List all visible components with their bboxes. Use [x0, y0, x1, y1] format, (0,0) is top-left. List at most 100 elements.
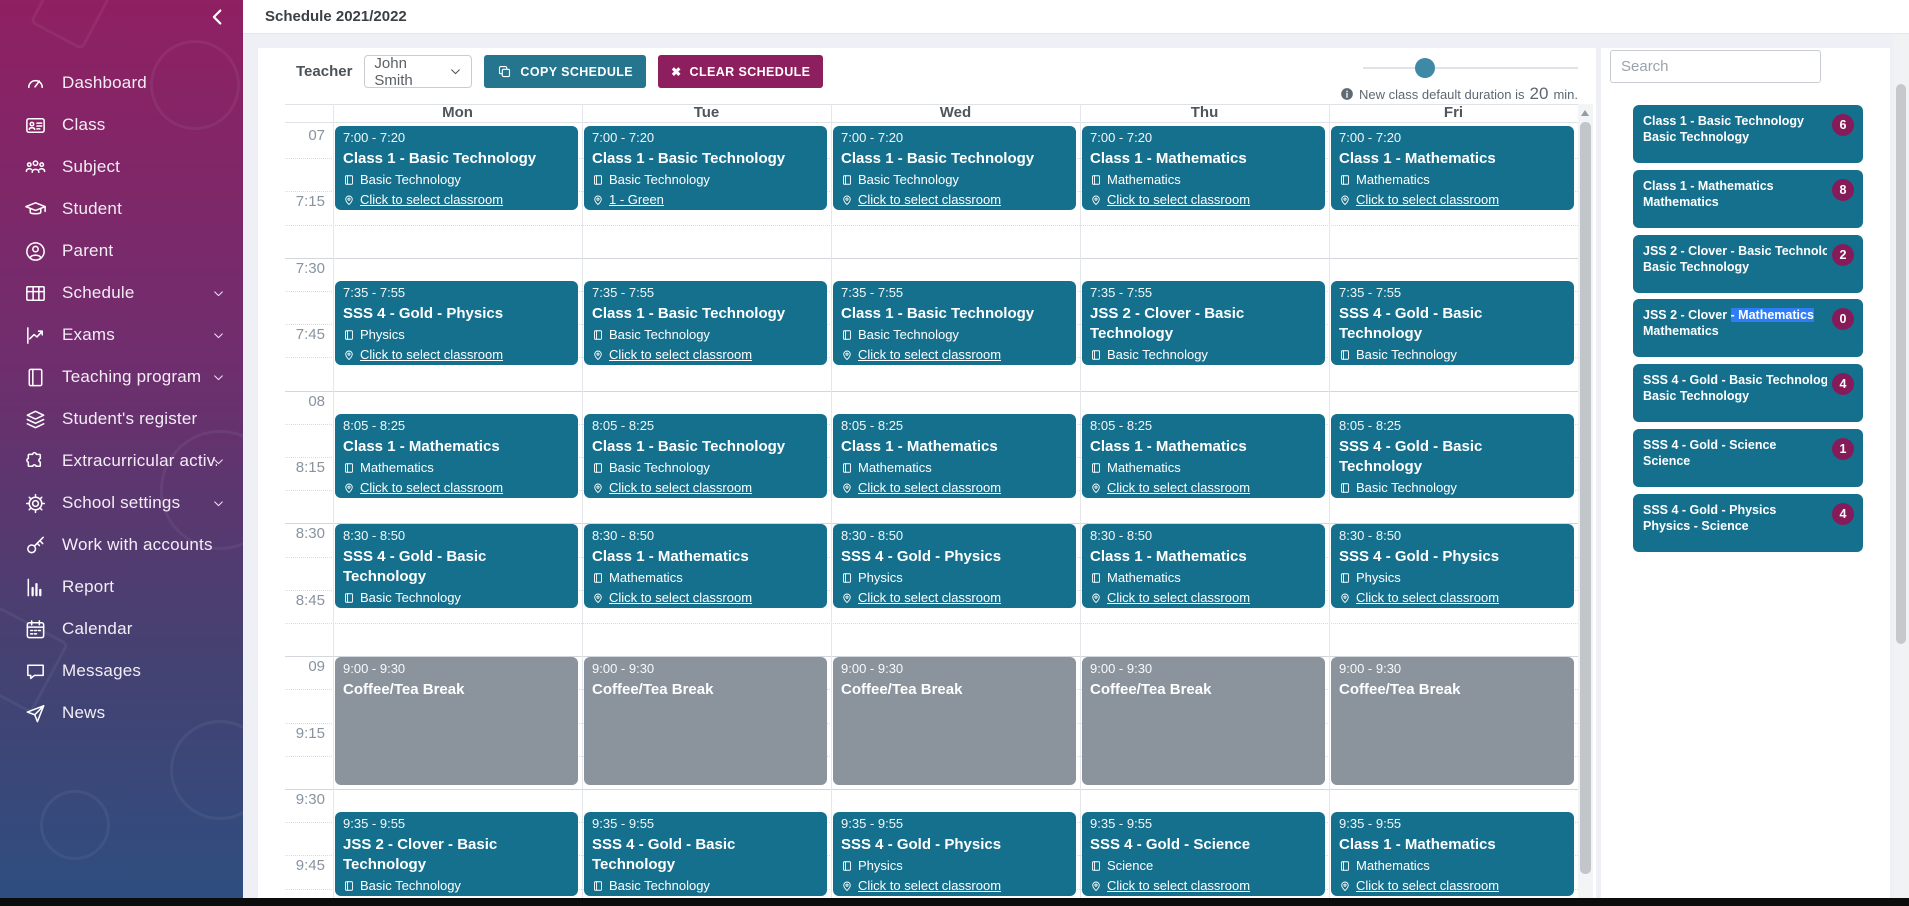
- classroom-link[interactable]: Click to select classroom: [1090, 479, 1317, 497]
- page-scrollbar[interactable]: [1893, 34, 1909, 898]
- event-card[interactable]: 7:00 - 7:20 Class 1 - Basic Technology Bas…: [833, 126, 1076, 210]
- event-card[interactable]: 7:00 - 7:20 Class 1 - Basic Technology Bas…: [584, 126, 827, 210]
- event-card[interactable]: 8:05 - 8:25 SSS 4 - Gold - Basic Technolo…: [1331, 414, 1574, 498]
- sidebar-item-messages[interactable]: Messages: [0, 650, 243, 692]
- event-card[interactable]: 7:35 - 7:55 SSS 4 - Gold - Physics Physics…: [335, 281, 578, 365]
- event-card[interactable]: 8:30 - 8:50 SSS 4 - Gold - Basic Technolo…: [335, 524, 578, 608]
- event-card[interactable]: 8:05 - 8:25 Class 1 - Mathematics Mathemat…: [833, 414, 1076, 498]
- classroom-link[interactable]: Click to select classroom: [343, 191, 570, 209]
- sidebar-item-calendar[interactable]: Calendar: [0, 608, 243, 650]
- class-card-jss-2-clover-basic-technology[interactable]: JSS 2 - Clover - Basic Technology Basic T…: [1633, 235, 1863, 293]
- clear-schedule-button[interactable]: ✖ CLEAR SCHEDULE: [658, 55, 824, 88]
- classroom-link[interactable]: Click to select classroom: [841, 191, 1068, 209]
- classroom-link[interactable]: Click to select classroom: [1090, 191, 1317, 209]
- sidebar-item-student[interactable]: Student: [0, 188, 243, 230]
- event-card[interactable]: 9:35 - 9:55 SSS 4 - Gold - Science Science…: [1082, 812, 1325, 896]
- event-card[interactable]: 7:35 - 7:55 JSS 2 - Clover - Basic Techno…: [1082, 281, 1325, 365]
- event-card[interactable]: 9:35 - 9:55 SSS 4 - Gold - Basic Technolo…: [584, 812, 827, 896]
- break-card[interactable]: 9:00 - 9:30 Coffee/Tea Break: [584, 657, 827, 785]
- classroom-link[interactable]: Click to select classroom: [592, 479, 819, 497]
- sidebar-item-teaching-program[interactable]: Teaching program: [0, 356, 243, 398]
- event-subject-label: Mathematics: [609, 570, 683, 585]
- event-card[interactable]: 8:30 - 8:50 Class 1 - Mathematics Mathemat…: [1082, 524, 1325, 608]
- sidebar-item-school-settings[interactable]: School settings: [0, 482, 243, 524]
- event-title: JSS 2 - Clover - Basic Technology: [1090, 305, 1245, 342]
- event-subject-label: Basic Technology: [609, 878, 710, 893]
- event-card[interactable]: 9:35 - 9:55 JSS 2 - Clover - Basic Techno…: [335, 812, 578, 896]
- classroom-link[interactable]: Click to select classroom: [1090, 589, 1317, 607]
- sidebar-item-class[interactable]: Class: [0, 104, 243, 146]
- sidebar-item-schedule[interactable]: Schedule: [0, 272, 243, 314]
- event-card[interactable]: 7:35 - 7:55 Class 1 - Basic Technology Bas…: [584, 281, 827, 365]
- sidebar-item-news[interactable]: News: [0, 692, 243, 734]
- event-card[interactable]: 7:35 - 7:55 Class 1 - Basic Technology Bas…: [833, 281, 1076, 365]
- sidebar-item-dashboard[interactable]: Dashboard: [0, 62, 243, 104]
- class-card-class-1-mathematics[interactable]: Class 1 - Mathematics Mathematics 8: [1633, 170, 1863, 228]
- sidebar-item-report[interactable]: Report: [0, 566, 243, 608]
- class-card-sss-4-gold-physics[interactable]: SSS 4 - Gold - Physics Physics - Science 4: [1633, 494, 1863, 552]
- copy-schedule-button[interactable]: COPY SCHEDULE: [484, 55, 647, 88]
- event-subject: Mathematics: [592, 569, 819, 587]
- chevron-left-icon: [207, 6, 229, 28]
- calendar-scrollbar-thumb[interactable]: [1580, 122, 1591, 874]
- event-card[interactable]: 8:30 - 8:50 SSS 4 - Gold - Physics Physics…: [1331, 524, 1574, 608]
- classroom-link[interactable]: Click to select classroom: [343, 346, 570, 364]
- event-card[interactable]: 8:30 - 8:50 SSS 4 - Gold - Physics Physics…: [833, 524, 1076, 608]
- classroom-link[interactable]: Click to select classroom: [1339, 877, 1566, 895]
- event-time: 9:35 - 9:55: [841, 816, 904, 831]
- slider-track[interactable]: [1363, 67, 1578, 69]
- class-card-sss-4-gold-science[interactable]: SSS 4 - Gold - Science Science 1: [1633, 429, 1863, 487]
- classroom-link[interactable]: Click to select classroom: [592, 346, 819, 364]
- event-card[interactable]: 7:00 - 7:20 Class 1 - Basic Technology Bas…: [335, 126, 578, 210]
- event-card[interactable]: 8:05 - 8:25 Class 1 - Mathematics Mathemat…: [1082, 414, 1325, 498]
- classroom-link[interactable]: Click to select classroom: [841, 589, 1068, 607]
- classroom-link[interactable]: Click to select classroom: [592, 589, 819, 607]
- classroom-link[interactable]: 1 - Green: [592, 191, 819, 209]
- event-card[interactable]: 9:35 - 9:55 SSS 4 - Gold - Physics Physics…: [833, 812, 1076, 896]
- event-card[interactable]: 8:05 - 8:25 Class 1 - Mathematics Mathemat…: [335, 414, 578, 498]
- sidebar-item-subject[interactable]: Subject: [0, 146, 243, 188]
- page-scrollbar-thumb[interactable]: [1896, 84, 1906, 644]
- classroom-link[interactable]: Click to select classroom: [1339, 589, 1566, 607]
- time-label: 9:15: [295, 725, 325, 742]
- event-card[interactable]: 7:00 - 7:20 Class 1 - Mathematics Mathemat…: [1082, 126, 1325, 210]
- classroom-link[interactable]: Click to select classroom: [343, 479, 570, 497]
- duration-slider[interactable]: [1363, 58, 1578, 78]
- book-icon: [22, 364, 48, 390]
- classroom-link[interactable]: Click to select classroom: [1339, 191, 1566, 209]
- class-card-title: JSS 2 - Clover - Mathematics: [1643, 308, 1814, 322]
- event-card[interactable]: 8:30 - 8:50 Class 1 - Mathematics Mathemat…: [584, 524, 827, 608]
- scroll-up-arrow-icon[interactable]: [1581, 110, 1589, 116]
- event-card[interactable]: 9:35 - 9:55 Class 1 - Mathematics Mathemat…: [1331, 812, 1574, 896]
- sidebar-collapse-button[interactable]: [207, 6, 231, 30]
- classroom-link[interactable]: Click to select classroom: [841, 346, 1068, 364]
- event-time: 8:05 - 8:25: [841, 418, 904, 433]
- class-card-class-1-basic-technology[interactable]: Class 1 - Basic Technology Basic Technolo…: [1633, 105, 1863, 163]
- classroom-link[interactable]: Click to select classroom: [841, 479, 1068, 497]
- slider-thumb[interactable]: [1415, 58, 1436, 78]
- classroom-link[interactable]: Click to select classroom: [1090, 877, 1317, 895]
- break-card[interactable]: 9:00 - 9:30 Coffee/Tea Break: [1331, 657, 1574, 785]
- break-card[interactable]: 9:00 - 9:30 Coffee/Tea Break: [833, 657, 1076, 785]
- classroom-link-label: Click to select classroom: [858, 347, 1002, 362]
- sidebar-item-work-with-accounts[interactable]: Work with accounts: [0, 524, 243, 566]
- sidebar-item-student-s-register[interactable]: Student's register: [0, 398, 243, 440]
- sidebar-item-exams[interactable]: Exams: [0, 314, 243, 356]
- break-card[interactable]: 9:00 - 9:30 Coffee/Tea Break: [1082, 657, 1325, 785]
- class-card-jss-2-clover-mathematics[interactable]: JSS 2 - Clover - Mathematics Mathematics 0: [1633, 299, 1863, 357]
- classroom-link[interactable]: Click to select classroom: [841, 877, 1068, 895]
- calendar-scrollbar[interactable]: [1578, 104, 1593, 898]
- sidebar-item-parent[interactable]: Parent: [0, 230, 243, 272]
- sidebar-item-extracurricular-activ[interactable]: Extracurricular activ...: [0, 440, 243, 482]
- event-subject: Science: [1090, 857, 1317, 875]
- search-input[interactable]: [1610, 50, 1821, 83]
- event-title: Coffee/Tea Break: [1339, 681, 1461, 698]
- event-card[interactable]: 7:00 - 7:20 Class 1 - Mathematics Mathemat…: [1331, 126, 1574, 210]
- event-subject-label: Physics: [858, 570, 903, 585]
- break-card[interactable]: 9:00 - 9:30 Coffee/Tea Break: [335, 657, 578, 785]
- event-card[interactable]: 8:05 - 8:25 Class 1 - Basic Technology Bas…: [584, 414, 827, 498]
- book-icon: [841, 329, 853, 341]
- class-card-sss-4-gold-basic-technology[interactable]: SSS 4 - Gold - Basic Technology Basic Tec…: [1633, 364, 1863, 422]
- event-card[interactable]: 7:35 - 7:55 SSS 4 - Gold - Basic Technolo…: [1331, 281, 1574, 365]
- teacher-select[interactable]: John Smith: [364, 55, 473, 89]
